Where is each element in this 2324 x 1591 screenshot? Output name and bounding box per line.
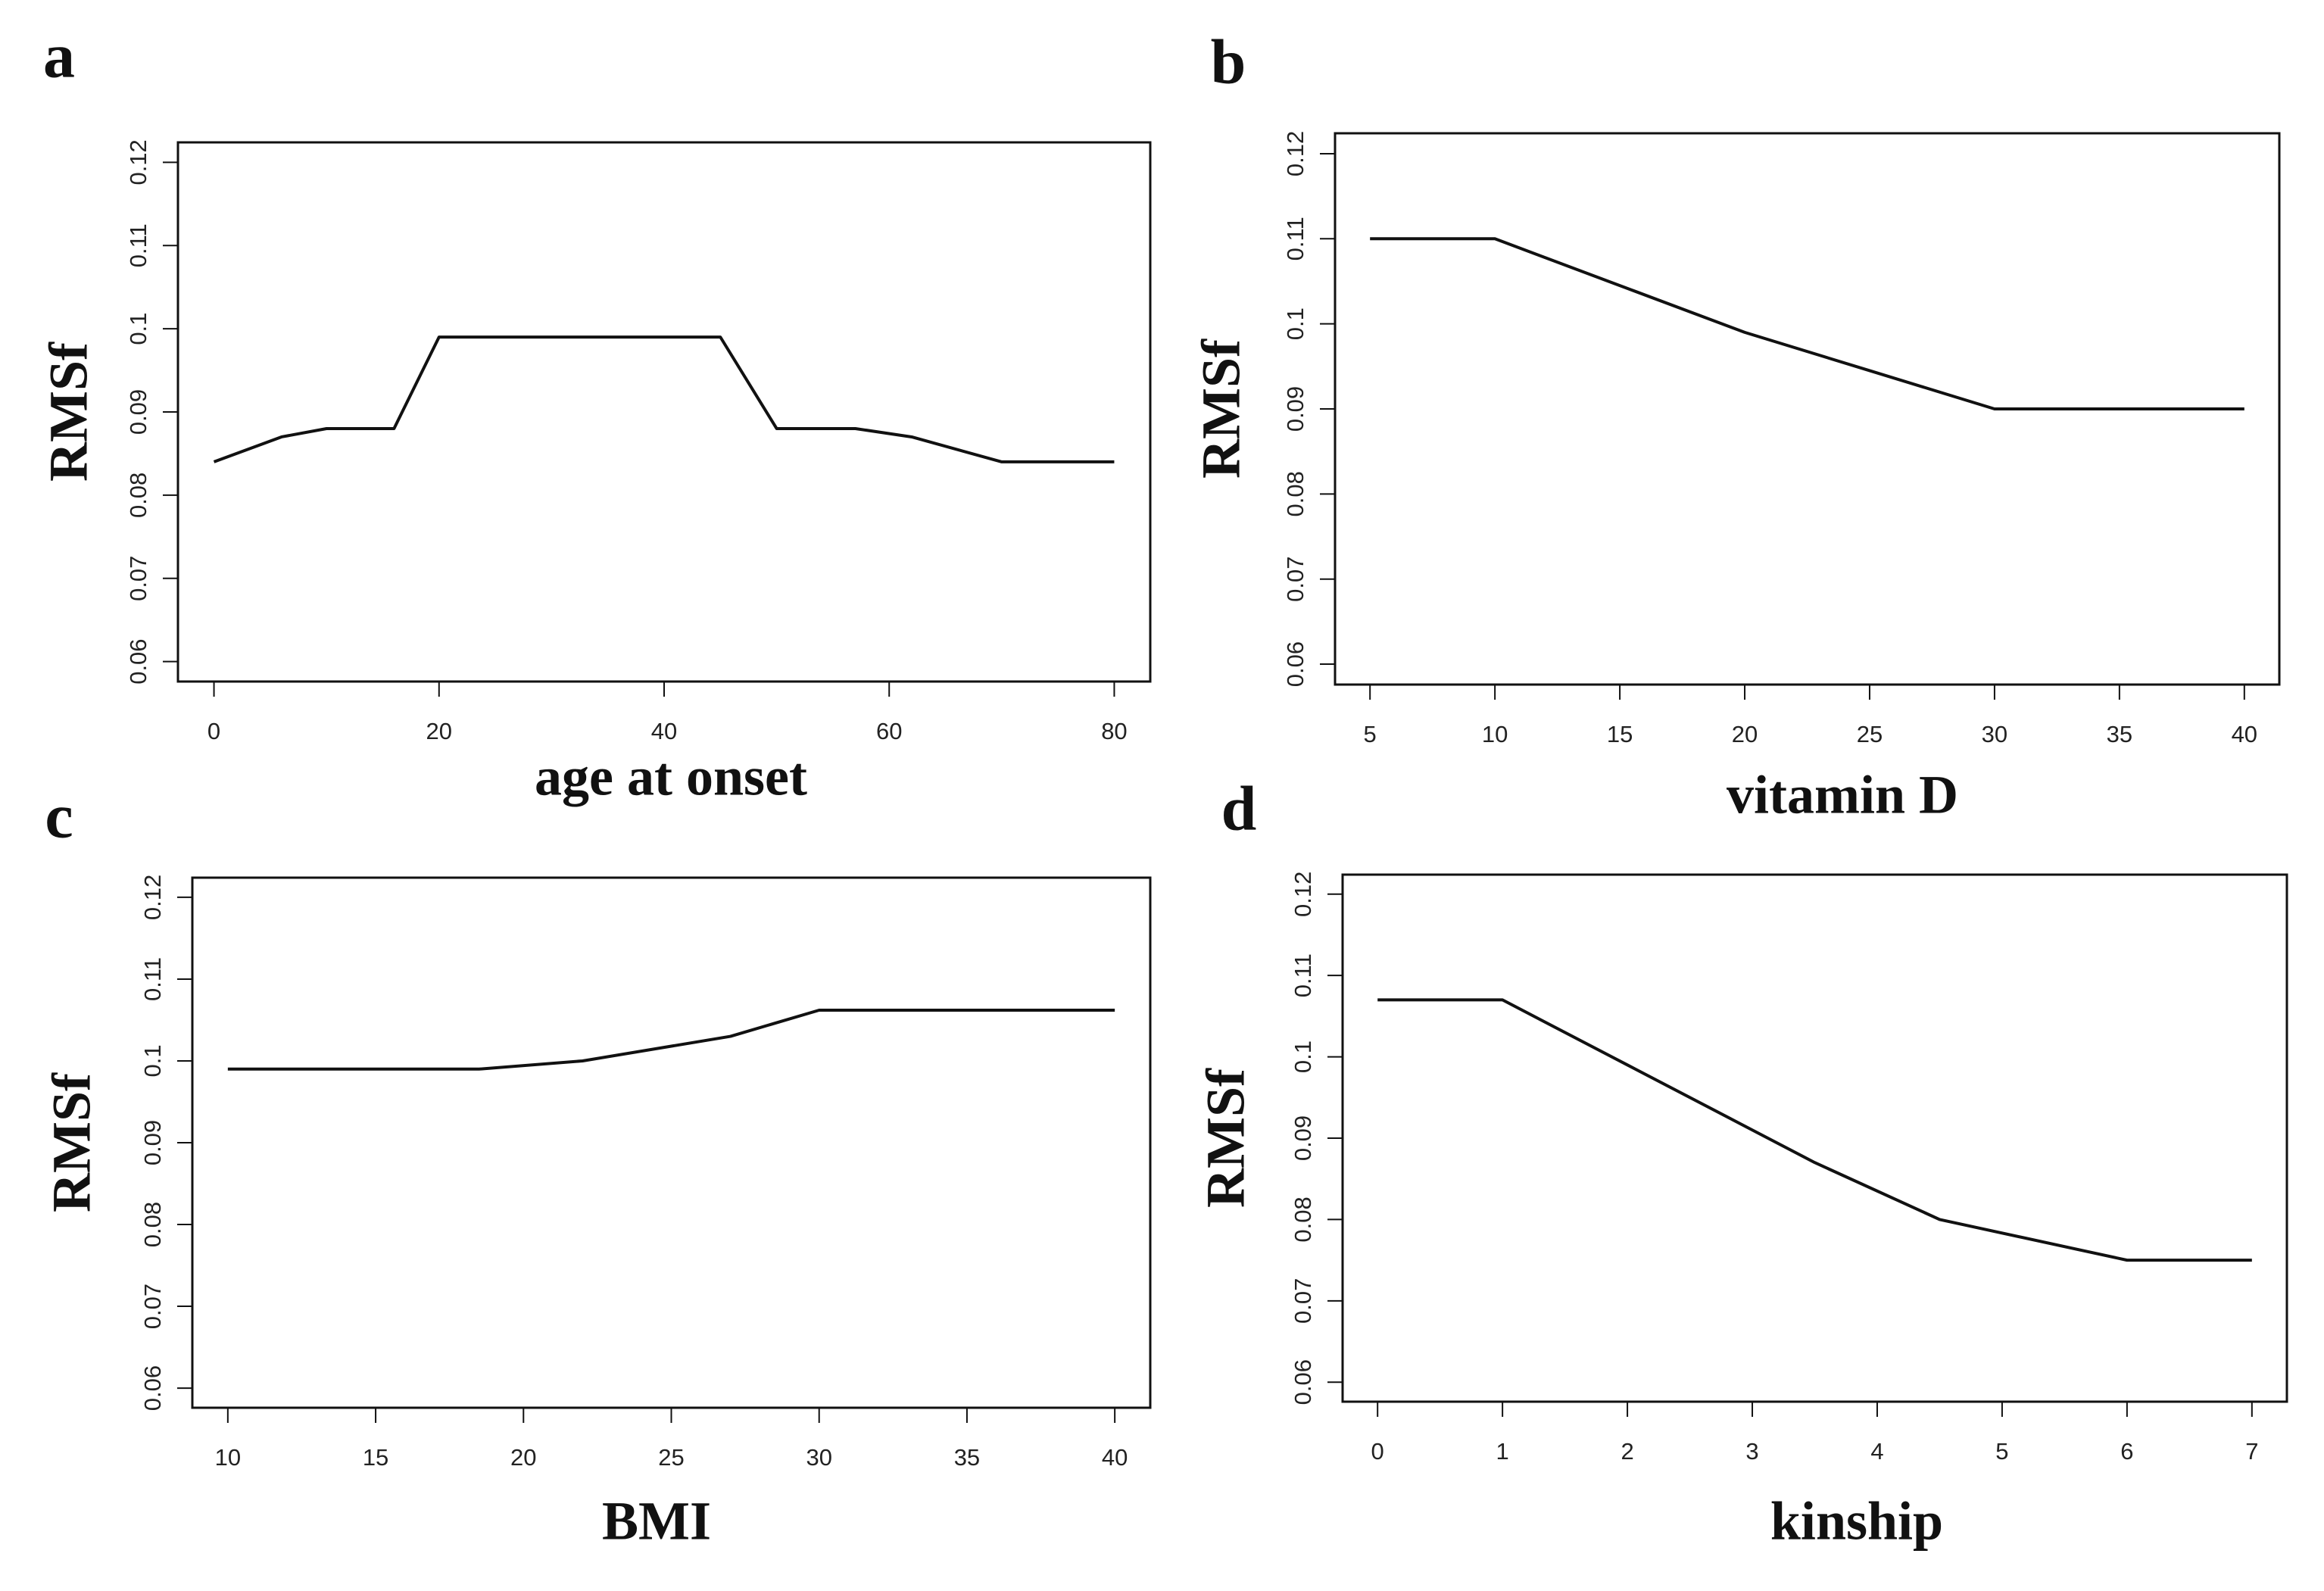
y-tick-label: 0.07: [1290, 1278, 1316, 1324]
y-axis-label: RMSf: [1196, 1068, 1256, 1208]
y-tick-label: 0.11: [1282, 217, 1309, 260]
x-tick-label: 1: [1496, 1438, 1509, 1465]
y-tick-label: 0.09: [1282, 386, 1309, 432]
x-tick-label: 0: [207, 718, 220, 744]
x-tick-label: 5: [1995, 1438, 2008, 1465]
x-tick-label: 40: [651, 718, 677, 744]
x-tick-label: 35: [2107, 721, 2132, 747]
plot-frame: [176, 141, 1152, 683]
x-tick-label: 80: [1101, 718, 1127, 744]
x-tick-label: 0: [1371, 1438, 1384, 1465]
panel-label: d: [1221, 773, 1257, 844]
x-tick-label: 40: [2232, 721, 2257, 747]
panel-label: b: [1211, 27, 1246, 97]
y-tick-label: 0.12: [139, 875, 166, 920]
x-tick-label: 3: [1745, 1438, 1758, 1465]
x-axis-label: kinship: [1770, 1491, 1943, 1552]
y-tick-label: 0.08: [139, 1202, 166, 1247]
panel-label: c: [45, 781, 73, 851]
x-tick-label: 30: [806, 1444, 831, 1471]
x-tick-label: 60: [876, 718, 902, 744]
y-tick-label: 0.09: [1290, 1115, 1316, 1161]
y-tick-label: 0.06: [1290, 1359, 1316, 1405]
x-tick-label: 20: [1732, 721, 1758, 747]
y-tick-label: 0.1: [1282, 307, 1309, 340]
y-tick-label: 0.09: [125, 389, 151, 435]
panel-label: a: [43, 20, 75, 91]
x-tick-label: 10: [215, 1444, 241, 1471]
y-tick-label: 0.08: [1290, 1196, 1316, 1242]
x-axis-label: age at onset: [535, 747, 807, 807]
data-line: [213, 335, 1115, 463]
x-tick-label: 10: [1482, 721, 1508, 747]
y-tick-label: 0.1: [1290, 1040, 1316, 1073]
y-tick-label: 0.08: [1282, 471, 1309, 516]
y-tick-label: 0.06: [139, 1365, 166, 1411]
x-tick-label: 25: [1857, 721, 1883, 747]
x-tick-label: 6: [2120, 1438, 2133, 1465]
data-line: [1370, 237, 2244, 410]
x-tick-label: 4: [1870, 1438, 1883, 1465]
y-tick-label: 0.11: [125, 223, 151, 267]
x-tick-label: 15: [363, 1444, 388, 1471]
y-tick-label: 0.09: [139, 1120, 166, 1165]
y-tick-label: 0.07: [1282, 557, 1309, 602]
y-axis-label: RMSf: [1191, 338, 1252, 479]
x-tick-label: 7: [2245, 1438, 2258, 1465]
y-tick-label: 0.1: [139, 1044, 166, 1077]
y-tick-label: 0.07: [139, 1284, 166, 1329]
data-line: [1377, 998, 2252, 1262]
y-tick-label: 0.11: [139, 957, 166, 1001]
x-axis-label: BMI: [602, 1491, 711, 1552]
y-tick-label: 0.12: [1282, 131, 1309, 176]
y-tick-label: 0.12: [125, 139, 151, 185]
plot-frame: [1341, 873, 2288, 1403]
y-tick-label: 0.06: [1282, 641, 1309, 687]
y-tick-label: 0.07: [125, 556, 151, 601]
x-tick-label: 2: [1621, 1438, 1633, 1465]
y-tick-label: 0.11: [1290, 953, 1316, 997]
y-tick-label: 0.12: [1290, 872, 1316, 917]
x-tick-label: 20: [510, 1444, 536, 1471]
plot-frame: [191, 876, 1152, 1409]
x-tick-label: 40: [1102, 1444, 1128, 1471]
x-tick-label: 35: [954, 1444, 980, 1471]
y-tick-label: 0.1: [125, 313, 151, 345]
y-axis-label: RMSf: [42, 1072, 102, 1212]
x-tick-label: 30: [1982, 721, 2007, 747]
x-tick-label: 5: [1364, 721, 1377, 747]
y-tick-label: 0.06: [125, 638, 151, 684]
x-tick-label: 25: [658, 1444, 684, 1471]
y-axis-label: RMSf: [39, 342, 99, 482]
y-tick-label: 0.08: [125, 473, 151, 518]
x-axis-label: vitamin D: [1727, 765, 1958, 825]
x-tick-label: 20: [426, 718, 452, 744]
x-tick-label: 15: [1607, 721, 1633, 747]
data-line: [227, 1009, 1115, 1071]
